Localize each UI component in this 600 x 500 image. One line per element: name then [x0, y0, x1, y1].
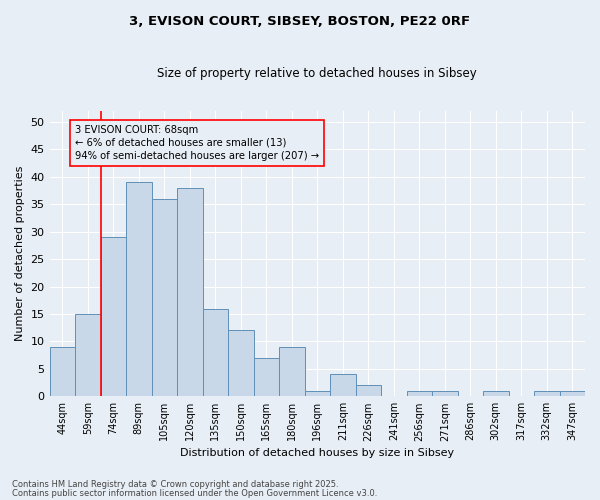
Text: Contains HM Land Registry data © Crown copyright and database right 2025.: Contains HM Land Registry data © Crown c…	[12, 480, 338, 489]
Bar	[356, 386, 381, 396]
Bar	[126, 182, 152, 396]
Text: 3, EVISON COURT, SIBSEY, BOSTON, PE22 0RF: 3, EVISON COURT, SIBSEY, BOSTON, PE22 0R…	[130, 15, 470, 28]
Bar	[534, 391, 560, 396]
Bar	[228, 330, 254, 396]
X-axis label: Distribution of detached houses by size in Sibsey: Distribution of detached houses by size …	[180, 448, 454, 458]
Bar	[101, 237, 126, 396]
Bar	[279, 347, 305, 397]
Bar	[203, 308, 228, 396]
Text: 3 EVISON COURT: 68sqm
← 6% of detached houses are smaller (13)
94% of semi-detac: 3 EVISON COURT: 68sqm ← 6% of detached h…	[75, 125, 319, 161]
Bar	[483, 391, 509, 396]
Title: Size of property relative to detached houses in Sibsey: Size of property relative to detached ho…	[157, 68, 477, 80]
Bar	[432, 391, 458, 396]
Y-axis label: Number of detached properties: Number of detached properties	[15, 166, 25, 342]
Bar	[560, 391, 585, 396]
Bar	[254, 358, 279, 397]
Bar	[152, 199, 177, 396]
Bar	[75, 314, 101, 396]
Bar	[305, 391, 330, 396]
Bar	[177, 188, 203, 396]
Bar	[50, 347, 75, 397]
Bar	[407, 391, 432, 396]
Bar	[330, 374, 356, 396]
Text: Contains public sector information licensed under the Open Government Licence v3: Contains public sector information licen…	[12, 488, 377, 498]
